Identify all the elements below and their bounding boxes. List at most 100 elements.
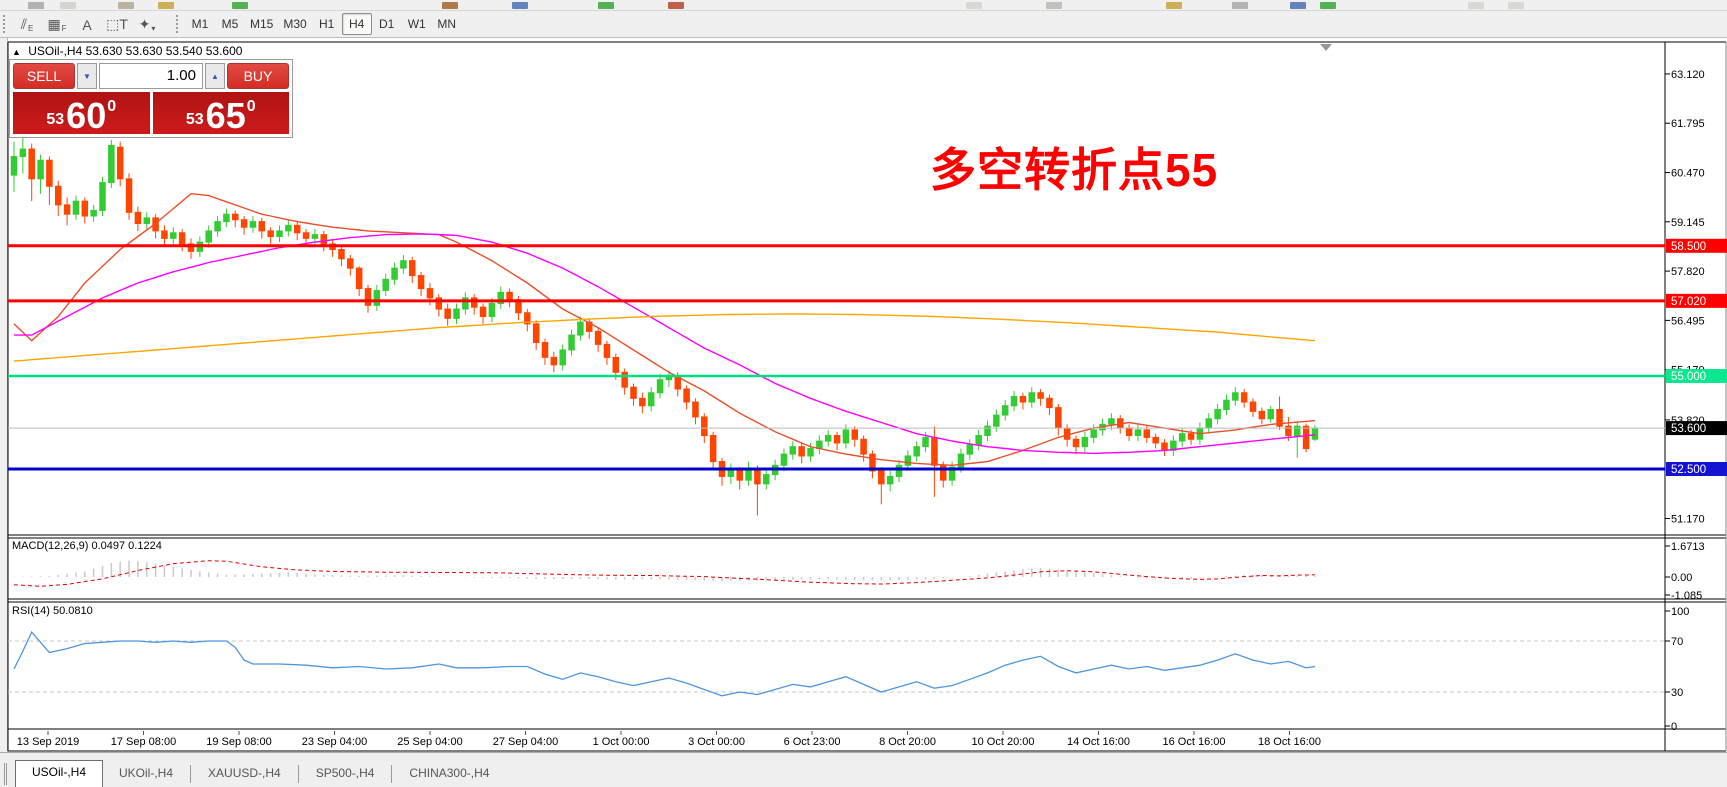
toolbar-separator [176,15,181,33]
toolbar-icon-partial[interactable] [668,2,684,9]
toolbar-grip-icon[interactable] [3,15,8,33]
svg-text:17 Sep 08:00: 17 Sep 08:00 [111,736,176,748]
svg-text:30: 30 [1671,687,1683,699]
timeframe-h1[interactable]: H1 [319,17,335,31]
svg-text:18 Oct 16:00: 18 Oct 16:00 [1258,736,1321,748]
chart-tab-xauusdh4[interactable]: XAUUSD-,H4 [208,766,281,780]
tab-divider [297,765,299,783]
svg-text:13 Sep 2019: 13 Sep 2019 [17,736,79,748]
tab-divider [190,765,192,783]
toolbar-icon-partial[interactable] [28,2,44,9]
toolbar-icon-partial[interactable] [512,2,528,9]
toolbar-icon-partial[interactable] [60,2,76,9]
svg-text:1 Oct 00:00: 1 Oct 00:00 [593,736,650,748]
symbol-header: ▲ USOil-,H4 53.630 53.630 53.540 53.600 [12,44,242,58]
svg-text:23 Sep 04:00: 23 Sep 04:00 [302,736,367,748]
timeframe-d1[interactable]: D1 [379,17,395,31]
price-label-58.500: 58.500 [1671,241,1706,253]
svg-text:8 Oct 20:00: 8 Oct 20:00 [879,736,936,748]
macd-name: MACD(12,26,9) [12,540,89,552]
sell-button[interactable]: SELL [13,63,75,89]
toolbar-icon-partial[interactable] [232,2,248,9]
timeframe-m1[interactable]: M1 [191,17,209,31]
time-axis[interactable]: 13 Sep 2019 17 Sep 08:00 19 Sep 08:00 23 Se… [17,731,1321,748]
svg-text:61.795: 61.795 [1671,118,1705,130]
toolbar-icon-partial[interactable] [598,2,614,9]
timeframe-h4[interactable]: H4 [341,13,372,35]
svg-text:60.470: 60.470 [1671,168,1705,180]
price-label-55.000: 55.000 [1671,371,1706,383]
sell-price-point: 0 [107,98,117,115]
timeframe-m15[interactable]: M15 [250,17,274,31]
toolbar-icon-partial[interactable] [1290,2,1306,9]
up-arrow-icon: ▲ [211,71,219,81]
chart-shift-marker-icon [1320,44,1332,51]
slow-ma-line [13,313,1316,362]
timeframes-group: M1 M5 M15 M30 H1 H4 D1 W1 MN [185,13,462,35]
svg-text:14 Oct 16:00: 14 Oct 16:00 [1067,736,1130,748]
svg-text:-1.085: -1.085 [1671,590,1702,602]
toolbar-icon-partial[interactable] [118,2,134,9]
sell-price-button[interactable]: 53 60 0 [13,92,150,134]
toolbar-icon-partial[interactable] [1468,2,1484,9]
mid-ma-line [14,233,1316,455]
buy-price-whole: 53 [185,111,204,128]
rsi-value: 50.0810 [52,605,93,617]
tab-divider [391,765,393,783]
buy-price-button[interactable]: 53 65 0 [152,92,289,137]
collapse-arrow-icon[interactable]: ▲ [12,47,21,57]
svg-text:1.6713: 1.6713 [1671,541,1705,553]
rsi-line [13,630,1316,697]
text-tool-icon[interactable]: A [82,17,92,33]
timeframe-m5[interactable]: M5 [221,17,239,31]
svg-text:100: 100 [1671,606,1689,618]
timeframe-w1[interactable]: W1 [407,17,426,31]
svg-text:0.00: 0.00 [1671,572,1692,584]
arrows-tool-icon[interactable]: ✦ ▾ [138,16,156,33]
toolbar-icon-partial[interactable] [1166,2,1182,9]
buy-button[interactable]: BUY [227,63,289,89]
svg-text:16 Oct 16:00: 16 Oct 16:00 [1163,736,1226,748]
svg-text:25 Sep 04:00: 25 Sep 04:00 [397,736,462,748]
svg-text:19 Sep 08:00: 19 Sep 08:00 [206,736,271,748]
label-tool-icon[interactable]: ⬚T [106,16,128,32]
timeframe-m30[interactable]: M30 [283,17,307,31]
trendline-tool-icon[interactable]: ⫽ E [20,16,34,33]
toolbar-icon-partial[interactable] [1232,2,1248,9]
fast-ma-line [13,192,1316,467]
svg-text:3 Oct 00:00: 3 Oct 00:00 [688,736,745,748]
volume-decrease-button[interactable]: ▼ [77,63,97,89]
chart-tab-ukoilh4[interactable]: UKOil-,H4 [119,766,174,780]
chart-tabs-bar: USOil-,H4 UKOil-,H4 XAUUSD-,H4 SP500-,H4 CHI… [0,752,1727,787]
volume-increase-button[interactable]: ▲ [205,63,225,89]
toolbar-icon-partial[interactable] [1508,2,1524,9]
svg-text:10 Oct 20:00: 10 Oct 20:00 [972,736,1035,748]
buy-price-pips: 65 [205,95,246,137]
svg-text:59.145: 59.145 [1671,217,1705,229]
macd-indicator-label: MACD(12,26,9) 0.0497 0.1224 [12,540,162,552]
one-click-trading-panel: SELL ▼ 1.00 ▲ BUY 53 60 0 53 65 0 [9,59,293,138]
toolbar-icon-partial[interactable] [158,2,174,9]
svg-text:57.820: 57.820 [1671,266,1705,278]
toolbar-top-strip [0,0,1727,11]
chart-tab-china300h4[interactable]: CHINA300-,H4 [409,766,490,780]
volume-input[interactable]: 1.00 [99,63,203,89]
drawing-tools-group: ⫽ E ▦ F A ⬚T ✦ ▾ [12,13,162,35]
toolbar-icon-partial[interactable] [966,2,982,9]
price-label-53.600: 53.600 [1671,423,1706,435]
symbol-ohlc: 53.630 53.630 53.540 53.600 [85,44,243,58]
toolbar-icon-partial[interactable] [1320,2,1336,9]
svg-text:0: 0 [1671,721,1677,733]
fibonacci-tool-icon[interactable]: ▦ F [47,16,67,33]
price-scale[interactable] [1665,42,1727,751]
chart-tab-sp500h4[interactable]: SP500-,H4 [315,766,375,780]
toolbar-icon-partial[interactable] [1046,2,1062,9]
toolbar-icon-partial[interactable] [442,2,458,9]
tabbar-grip-icon[interactable] [4,763,10,785]
down-arrow-icon: ▼ [83,71,91,81]
chart-annotation-text: 多空转折点55 [930,144,1219,196]
chart-tab-usoilh4[interactable]: USOil-,H4 [15,760,104,787]
timeframe-mn[interactable]: MN [437,17,457,31]
